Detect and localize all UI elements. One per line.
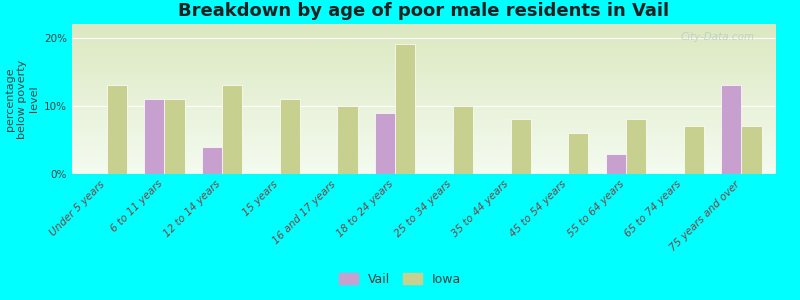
Bar xyxy=(280,99,300,174)
Bar xyxy=(606,154,626,174)
Bar xyxy=(202,147,222,174)
Bar xyxy=(510,119,530,174)
Bar xyxy=(375,112,395,174)
Bar xyxy=(144,99,164,174)
Legend: Vail, Iowa: Vail, Iowa xyxy=(334,268,466,291)
Bar xyxy=(453,106,473,174)
Bar xyxy=(164,99,185,174)
Bar xyxy=(222,85,242,174)
Text: City-Data.com: City-Data.com xyxy=(681,32,755,41)
Bar xyxy=(338,106,358,174)
Bar xyxy=(568,133,589,174)
Bar xyxy=(395,44,415,174)
Bar xyxy=(106,85,127,174)
Bar xyxy=(721,85,742,174)
Bar xyxy=(626,119,646,174)
Y-axis label: percentage
below poverty
level: percentage below poverty level xyxy=(6,59,38,139)
Title: Breakdown by age of poor male residents in Vail: Breakdown by age of poor male residents … xyxy=(178,2,670,20)
Bar xyxy=(742,126,762,174)
Bar xyxy=(684,126,704,174)
